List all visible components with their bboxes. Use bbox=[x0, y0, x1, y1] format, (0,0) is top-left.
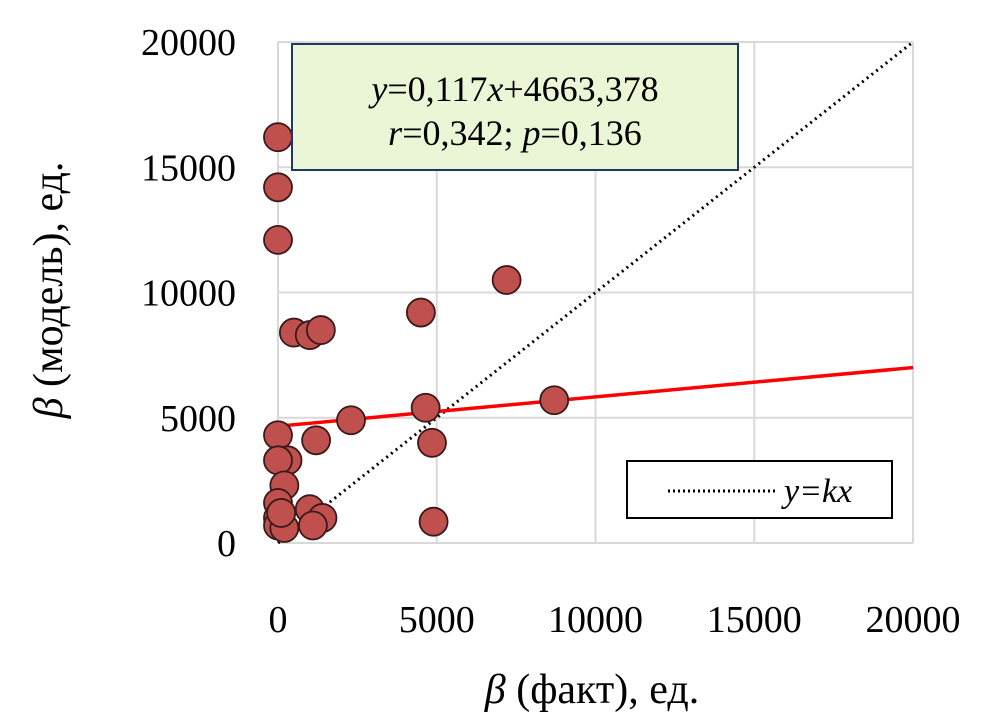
x-axis-title: β (факт), ед. bbox=[484, 667, 699, 713]
stat-r-value: =0,342; bbox=[402, 113, 522, 153]
regression-equation: y=0,117x+4663,378 bbox=[368, 69, 658, 109]
eq-intercept: +4663,378 bbox=[503, 69, 658, 109]
y-tick-label: 10000 bbox=[141, 273, 236, 315]
data-point bbox=[263, 445, 293, 476]
stat-r: r bbox=[388, 113, 403, 153]
x-tick-labels: 0 5000 10000 15000 20000 bbox=[269, 599, 961, 641]
eq-slope: =0,117 bbox=[387, 69, 487, 109]
data-point bbox=[266, 498, 297, 528]
regression-line-path bbox=[277, 365, 914, 428]
data-point bbox=[418, 506, 449, 537]
stat-p-value: =0,136 bbox=[541, 113, 642, 153]
data-point bbox=[410, 392, 441, 423]
legend: y=kx bbox=[626, 460, 893, 519]
stat-p: p bbox=[520, 113, 541, 153]
x-axis-text: (факт), ед. bbox=[506, 667, 700, 713]
data-point bbox=[301, 425, 332, 456]
x-tick-label: 5000 bbox=[399, 599, 475, 641]
data-point bbox=[263, 172, 293, 203]
x-tick-label: 20000 bbox=[866, 599, 961, 641]
data-point bbox=[405, 297, 436, 328]
data-point bbox=[263, 224, 293, 255]
y-tick-label: 15000 bbox=[141, 147, 236, 189]
y-axis-symbol: β bbox=[26, 397, 72, 419]
eq-x: x bbox=[486, 69, 503, 109]
y-axis-text: (модель), ед. bbox=[26, 162, 72, 398]
annotation-box bbox=[291, 43, 739, 171]
y-tick-label: 0 bbox=[217, 523, 236, 565]
x-axis-symbol: β bbox=[484, 667, 506, 713]
eq-y: y bbox=[368, 69, 387, 109]
data-point bbox=[263, 420, 293, 451]
y-tick-labels: 0 5000 10000 15000 20000 bbox=[141, 22, 236, 565]
regression-stats: r=0,342; p=0,136 bbox=[388, 113, 642, 153]
y-axis-title: β (модель), ед. bbox=[26, 162, 72, 420]
data-point bbox=[539, 385, 570, 416]
legend-label: y=kx bbox=[781, 473, 852, 510]
data-points bbox=[263, 122, 570, 543]
x-tick-label: 10000 bbox=[548, 599, 643, 641]
data-point bbox=[417, 427, 447, 458]
data-point bbox=[491, 265, 522, 295]
data-point bbox=[298, 510, 328, 541]
y-tick-label: 5000 bbox=[160, 398, 236, 440]
data-point bbox=[263, 122, 293, 153]
x-tick-label: 15000 bbox=[707, 599, 802, 641]
x-tick-label: 0 bbox=[269, 599, 288, 641]
regression-line bbox=[277, 365, 914, 428]
regression-annotation: y=0,117x+4663,378 r=0,342; p=0,136 bbox=[291, 43, 739, 171]
data-point bbox=[336, 405, 366, 436]
y-tick-label: 20000 bbox=[141, 22, 236, 64]
data-point bbox=[305, 315, 336, 345]
